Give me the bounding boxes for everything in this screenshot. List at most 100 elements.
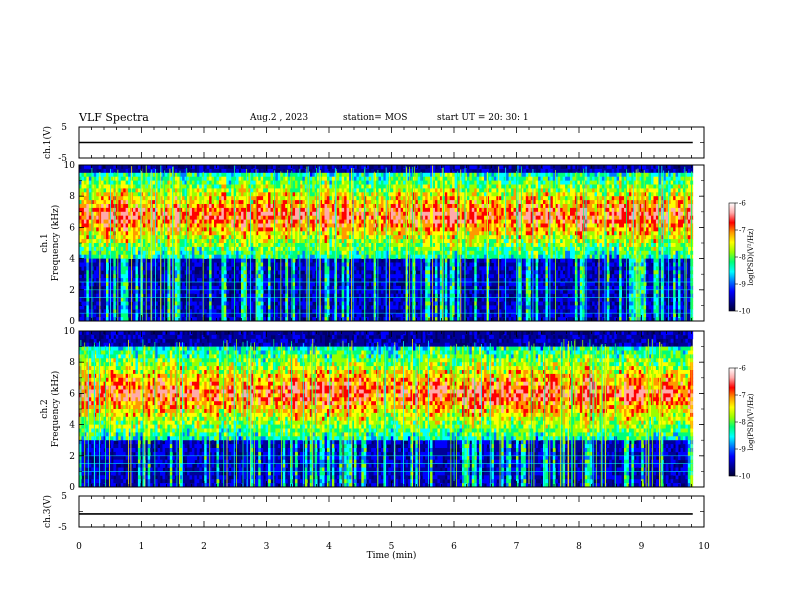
spectrogram-cell [341,246,345,252]
spectrogram-cell [214,313,217,318]
spectrogram-cell [206,313,210,318]
spectrogram-cell [223,266,227,271]
spectrogram-cell [307,289,311,295]
spectrogram-cell [199,250,203,256]
spectrogram-cell [270,301,274,306]
spectrogram-cell [329,258,333,263]
spectrogram-cell [162,254,166,259]
spectrogram-cell [243,266,247,271]
spectrogram-cell [81,293,85,298]
spectrogram-cell [206,200,210,205]
spectrogram-cell [233,223,237,228]
spectrogram-cell [191,309,195,314]
spectrogram-cell [86,270,90,275]
spectrogram-cell [319,172,323,178]
spectrogram-cell [400,309,404,314]
spectrogram-cell [403,309,406,314]
spectrogram-cell [245,227,249,232]
spectrogram-cell [91,243,95,248]
spectrogram-cell [81,258,85,263]
spectrogram-cell [223,180,227,185]
spectrogram-cell [211,200,215,205]
spectrogram-cell [214,285,217,291]
spectrogram-cell [297,184,301,189]
spectrogram-cell [280,246,284,252]
spectrogram-cell [329,184,333,189]
spectrogram-cell [403,227,406,232]
spectrogram-cell [118,309,122,314]
spectrogram-cell [110,192,114,197]
spectrogram-cell [218,301,222,306]
spectrogram-cell [236,297,239,302]
spectrogram-cell [326,168,330,174]
spectrogram-cell [250,309,254,314]
spectrogram-cell [177,243,181,248]
spectrogram-cell [304,204,308,209]
spectrogram-cell [322,309,325,314]
spectrogram-cell [221,293,225,298]
spectrogram-cell [135,184,139,189]
spectrogram-cell [268,196,271,201]
spectrogram-cell [79,243,82,248]
spectrogram-cell [361,313,365,318]
spectrogram-cell [331,215,335,220]
spectrogram-cell [214,200,217,205]
spectrogram-cell [91,172,95,178]
spectrogram-cell [221,266,225,271]
spectrogram-cell [297,282,301,287]
spectrogram-cell [260,317,264,322]
spectrogram-cell [319,165,323,170]
spectrogram-cell [169,235,173,240]
spectrogram-cell [250,231,254,236]
spectrogram-cell [353,270,357,275]
spectrogram-cell [265,301,269,306]
spectrogram-cell [137,223,141,228]
spectrogram-cell [120,235,124,240]
spectrogram-cell [214,250,217,256]
spectrogram-cell [329,317,333,322]
spectrogram-cell [299,176,303,181]
spectrogram-cell [125,297,129,302]
spectrogram-cell [277,250,281,256]
spectrogram-cell [263,305,266,310]
spectrogram-cell [160,184,163,189]
spectrogram-cell [118,254,122,259]
spectrogram-cell [106,176,109,181]
spectrogram-cell [243,313,247,318]
spectrogram-cell [137,270,141,275]
spectrogram-cell [353,196,357,201]
spectrogram-cell [128,309,131,314]
spectrogram-cell [177,176,181,181]
spectrogram-cell [164,250,168,256]
spectrogram-cell [135,289,139,295]
spectrogram-cell [241,301,244,306]
spectrogram-cell [147,219,151,224]
spectrogram-cell [233,254,237,259]
spectrogram-cell [317,184,320,189]
spectrogram-cell [199,285,203,291]
spectrogram-cell [395,246,399,252]
spectrogram-cell [172,317,176,322]
spectrogram-cell [86,192,90,197]
spectrogram-cell [164,289,168,295]
spectrogram-cell [223,211,227,217]
spectrogram-cell [233,309,237,314]
spectrogram-cell [135,168,139,174]
spectrogram-cell [191,188,195,193]
spectrogram-cell [356,293,360,298]
spectrogram-cell [326,172,330,178]
spectrogram-cell [268,176,271,181]
spectrogram-cell [88,227,92,232]
spectrogram-cell [226,250,230,256]
spectrogram-cell [255,184,259,189]
spectrogram-cell [282,219,286,224]
spectrogram-cell [123,215,127,220]
spectrogram-cell [302,258,306,263]
spectrogram-cell [101,305,104,310]
spectrogram-cell [307,293,311,298]
spectrogram-cell [174,200,178,205]
spectrogram-cell [93,188,97,193]
spectrogram-cell [108,188,112,193]
spectrogram-cell [120,192,124,197]
spectrogram-cell [216,289,220,295]
